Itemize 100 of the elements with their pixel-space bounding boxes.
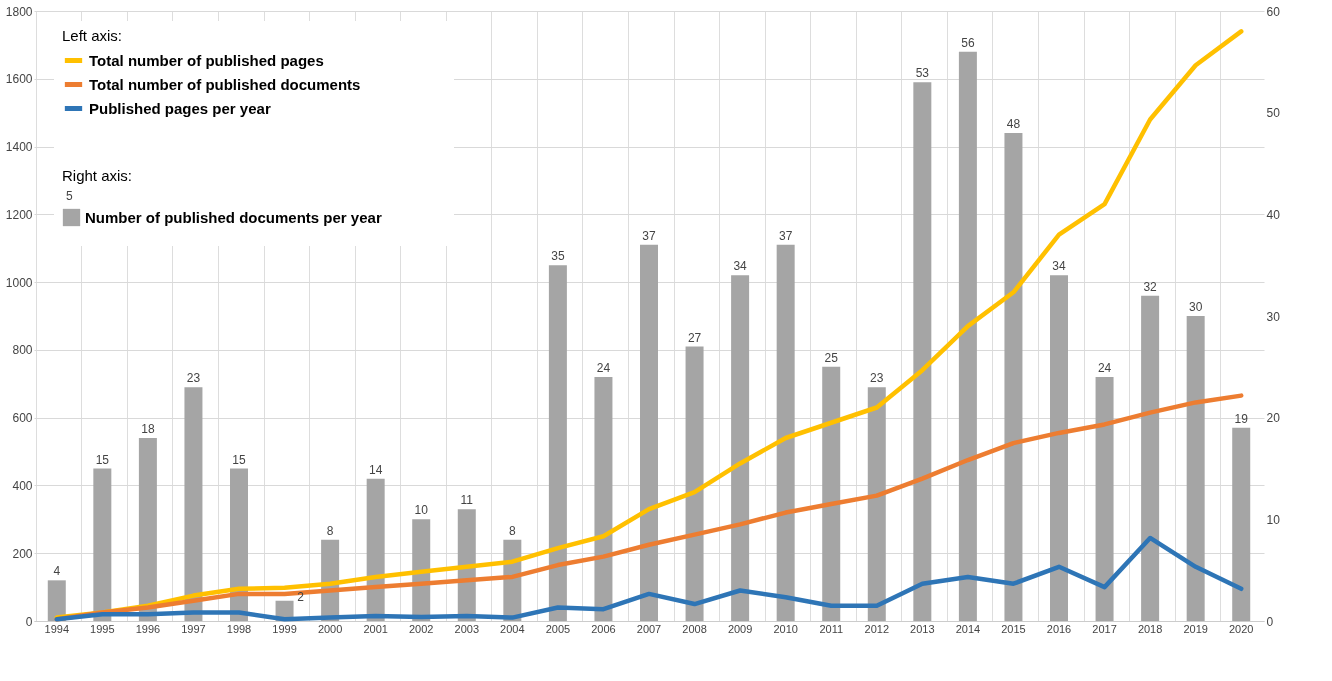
x-tick-label: 2009	[727, 622, 753, 635]
annotation: 5	[66, 189, 73, 203]
x-tick-label: 2020	[1228, 622, 1254, 635]
data-label: 10	[414, 503, 429, 518]
x-tick-label: 2007	[636, 622, 662, 635]
bar	[548, 265, 567, 621]
data-label: 34	[733, 259, 748, 274]
bar	[184, 387, 203, 621]
x-tick-label: 2015	[1001, 622, 1026, 635]
x-tick-label: 2016	[1046, 622, 1072, 635]
x-tick-label: 2010	[773, 622, 798, 635]
data-label: 8	[326, 523, 334, 538]
bar	[93, 468, 112, 621]
y2-tick-label: 30	[1266, 309, 1281, 324]
bar	[594, 377, 613, 621]
bar	[776, 244, 795, 621]
bar	[1141, 295, 1160, 621]
data-label: 37	[778, 228, 793, 243]
data-label: 23	[870, 371, 884, 386]
y2-tick-label: 60	[1266, 4, 1281, 19]
x-tick-label: 1994	[44, 622, 70, 635]
y-tick-label: 400	[12, 478, 33, 493]
x-tick-label: 2001	[363, 622, 388, 635]
y2-tick-label: 0	[1266, 614, 1274, 629]
data-label: 19	[1234, 411, 1249, 426]
data-label: 24	[1097, 361, 1112, 375]
annotation: Right axis:	[62, 167, 133, 184]
y2-tick-label: 20	[1266, 411, 1281, 426]
data-label: 27	[687, 330, 702, 345]
y2-tick-label: 40	[1266, 207, 1281, 222]
data-label: 4	[53, 564, 61, 579]
data-label: 18	[141, 422, 155, 436]
x-tick-label: 2013	[910, 622, 935, 635]
data-label: 15	[95, 452, 110, 467]
data-label: 37	[642, 228, 656, 243]
x-tick-label: 2019	[1183, 622, 1208, 635]
data-label: 11	[460, 493, 474, 508]
data-label: 53	[915, 66, 930, 81]
y-tick-label: 1400	[5, 140, 33, 155]
data-label: 24	[596, 361, 611, 375]
data-label: 23	[186, 371, 201, 386]
legend-label: Total number of published documents	[89, 75, 361, 93]
x-tick-label: 1999	[272, 622, 297, 635]
bar	[1095, 377, 1114, 621]
bar	[1232, 427, 1251, 621]
x-tick-label: 1996	[135, 622, 161, 635]
y2-tick-label: 10	[1266, 512, 1281, 527]
x-tick-label: 2014	[955, 622, 981, 635]
data-label: 8	[508, 523, 516, 538]
x-tick-label: 2000	[317, 622, 343, 635]
data-label: 30	[1188, 300, 1203, 314]
x-tick-label: 2004	[500, 622, 525, 635]
data-label: 56	[961, 35, 975, 50]
bar	[685, 346, 704, 621]
bar	[366, 478, 385, 621]
x-tick-label: 2006	[591, 622, 616, 635]
y-tick-label: 800	[12, 343, 33, 358]
data-label: 34	[1052, 259, 1066, 274]
legend-label: Published pages per year	[89, 99, 271, 117]
data-label: 32	[1143, 279, 1158, 294]
bar	[640, 244, 658, 621]
legend-title: Left axis:	[62, 27, 123, 44]
x-tick-label: 2002	[408, 622, 434, 635]
bar	[731, 275, 750, 621]
bar	[913, 82, 932, 621]
legend-label: Total number of published pages	[89, 51, 324, 69]
x-tick-label: 1998	[226, 622, 252, 635]
line-series	[54, 535, 1244, 622]
x-tick-label: 2011	[819, 622, 844, 635]
legend-label: Number of published documents per year	[85, 208, 382, 226]
data-label: 15	[232, 452, 246, 467]
y-tick-label: 1000	[5, 275, 33, 290]
bar	[47, 580, 66, 621]
x-tick-label: 2012	[864, 622, 890, 635]
x-tick-label: 2008	[682, 622, 707, 635]
data-label: 14	[368, 462, 383, 477]
data-label: 35	[551, 249, 565, 264]
bar	[1050, 275, 1068, 621]
y-tick-label: 1800	[5, 4, 33, 19]
x-tick-label: 2017	[1092, 622, 1117, 635]
x-tick-label: 2003	[454, 622, 480, 635]
data-label: 25	[824, 350, 839, 365]
data-label: 48	[1006, 117, 1021, 131]
bar	[230, 468, 248, 621]
y-tick-label: 600	[12, 411, 33, 426]
bar	[138, 438, 157, 621]
y2-tick-label: 50	[1266, 106, 1281, 121]
x-tick-label: 2005	[545, 622, 571, 635]
bar	[958, 51, 977, 621]
bar	[867, 387, 886, 621]
bar	[822, 366, 841, 621]
y-tick-label: 200	[12, 546, 33, 561]
x-tick-label: 2018	[1137, 622, 1163, 635]
y-tick-label: 1600	[5, 72, 33, 87]
y-tick-label: 1200	[5, 207, 33, 222]
bar	[1186, 316, 1205, 621]
x-tick-label: 1997	[181, 622, 206, 635]
x-tick-label: 1995	[90, 622, 115, 635]
y-tick-label: 0	[25, 614, 33, 629]
bar	[1004, 133, 1023, 621]
